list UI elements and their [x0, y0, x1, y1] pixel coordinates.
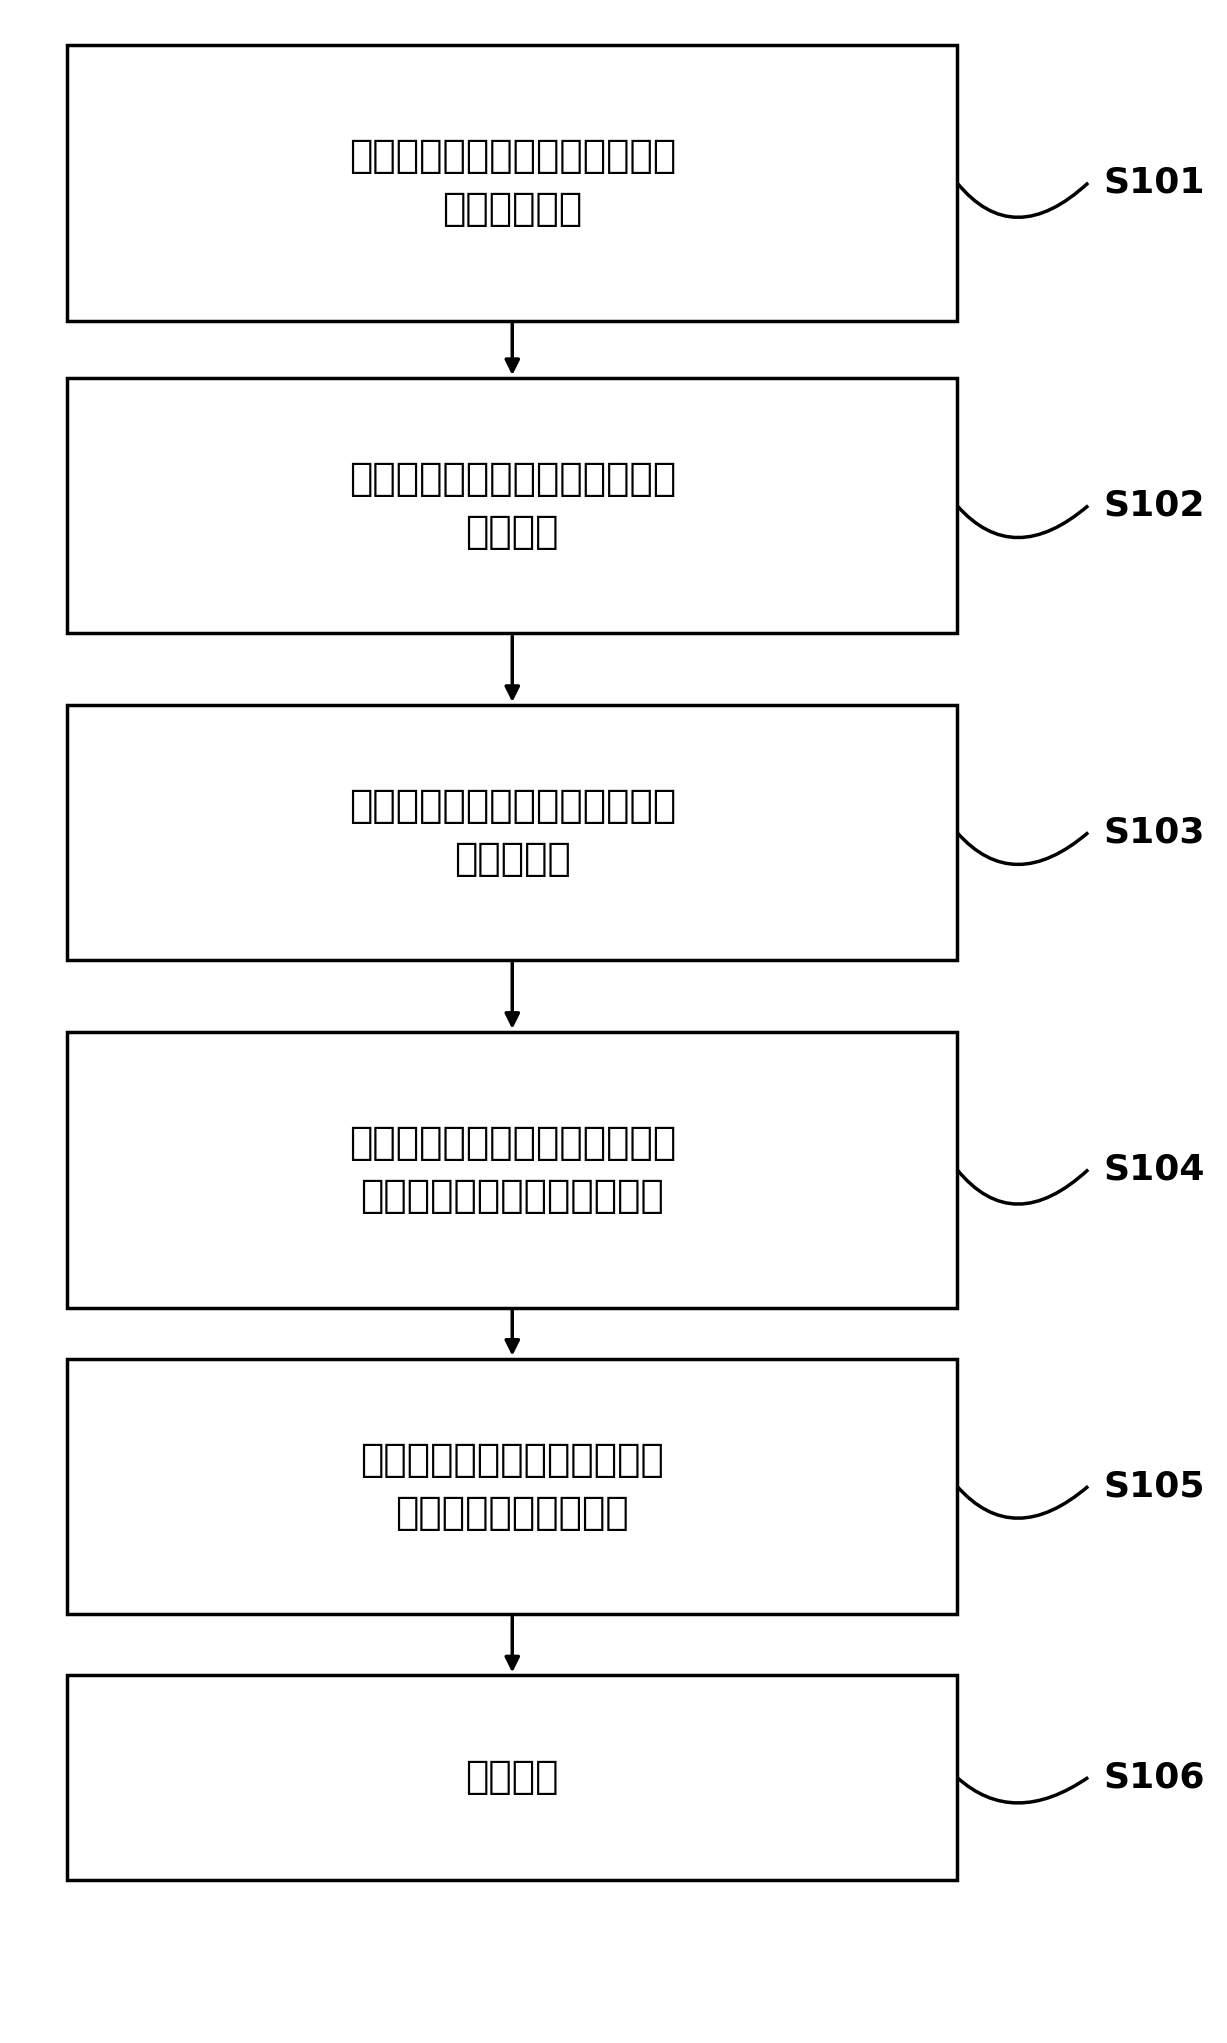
Text: S102: S102 — [1103, 488, 1205, 523]
Text: 对扩频信号进行星座映射，得到
映射信号: 对扩频信号进行星座映射，得到 映射信号 — [348, 460, 676, 552]
Text: 对频域信号进行过采样、反傅里
叶变换，得到多采样时域信号: 对频域信号进行过采样、反傅里 叶变换，得到多采样时域信号 — [348, 1124, 676, 1216]
Bar — [67, 705, 957, 960]
Text: 对映射信号进行傅里叶变换，得
到频域信号: 对映射信号进行傅里叶变换，得 到频域信号 — [348, 787, 676, 878]
Text: S103: S103 — [1103, 815, 1205, 850]
Text: 发送信号: 发送信号 — [465, 1759, 560, 1796]
Text: S105: S105 — [1103, 1469, 1205, 1504]
Bar — [67, 378, 957, 633]
Bar — [67, 1675, 957, 1880]
Bar — [67, 45, 957, 321]
Text: S104: S104 — [1103, 1152, 1205, 1187]
Bar — [67, 1359, 957, 1614]
Bar — [67, 1032, 957, 1308]
Text: 对测控信息和授时码进行扩频，
获得扩频信号: 对测控信息和授时码进行扩频， 获得扩频信号 — [348, 137, 676, 229]
Text: S101: S101 — [1103, 165, 1205, 200]
Text: S106: S106 — [1103, 1761, 1205, 1794]
Text: 对多采样时域信号添加循环前
缀，获得待发送的信号: 对多采样时域信号添加循环前 缀，获得待发送的信号 — [361, 1440, 664, 1532]
